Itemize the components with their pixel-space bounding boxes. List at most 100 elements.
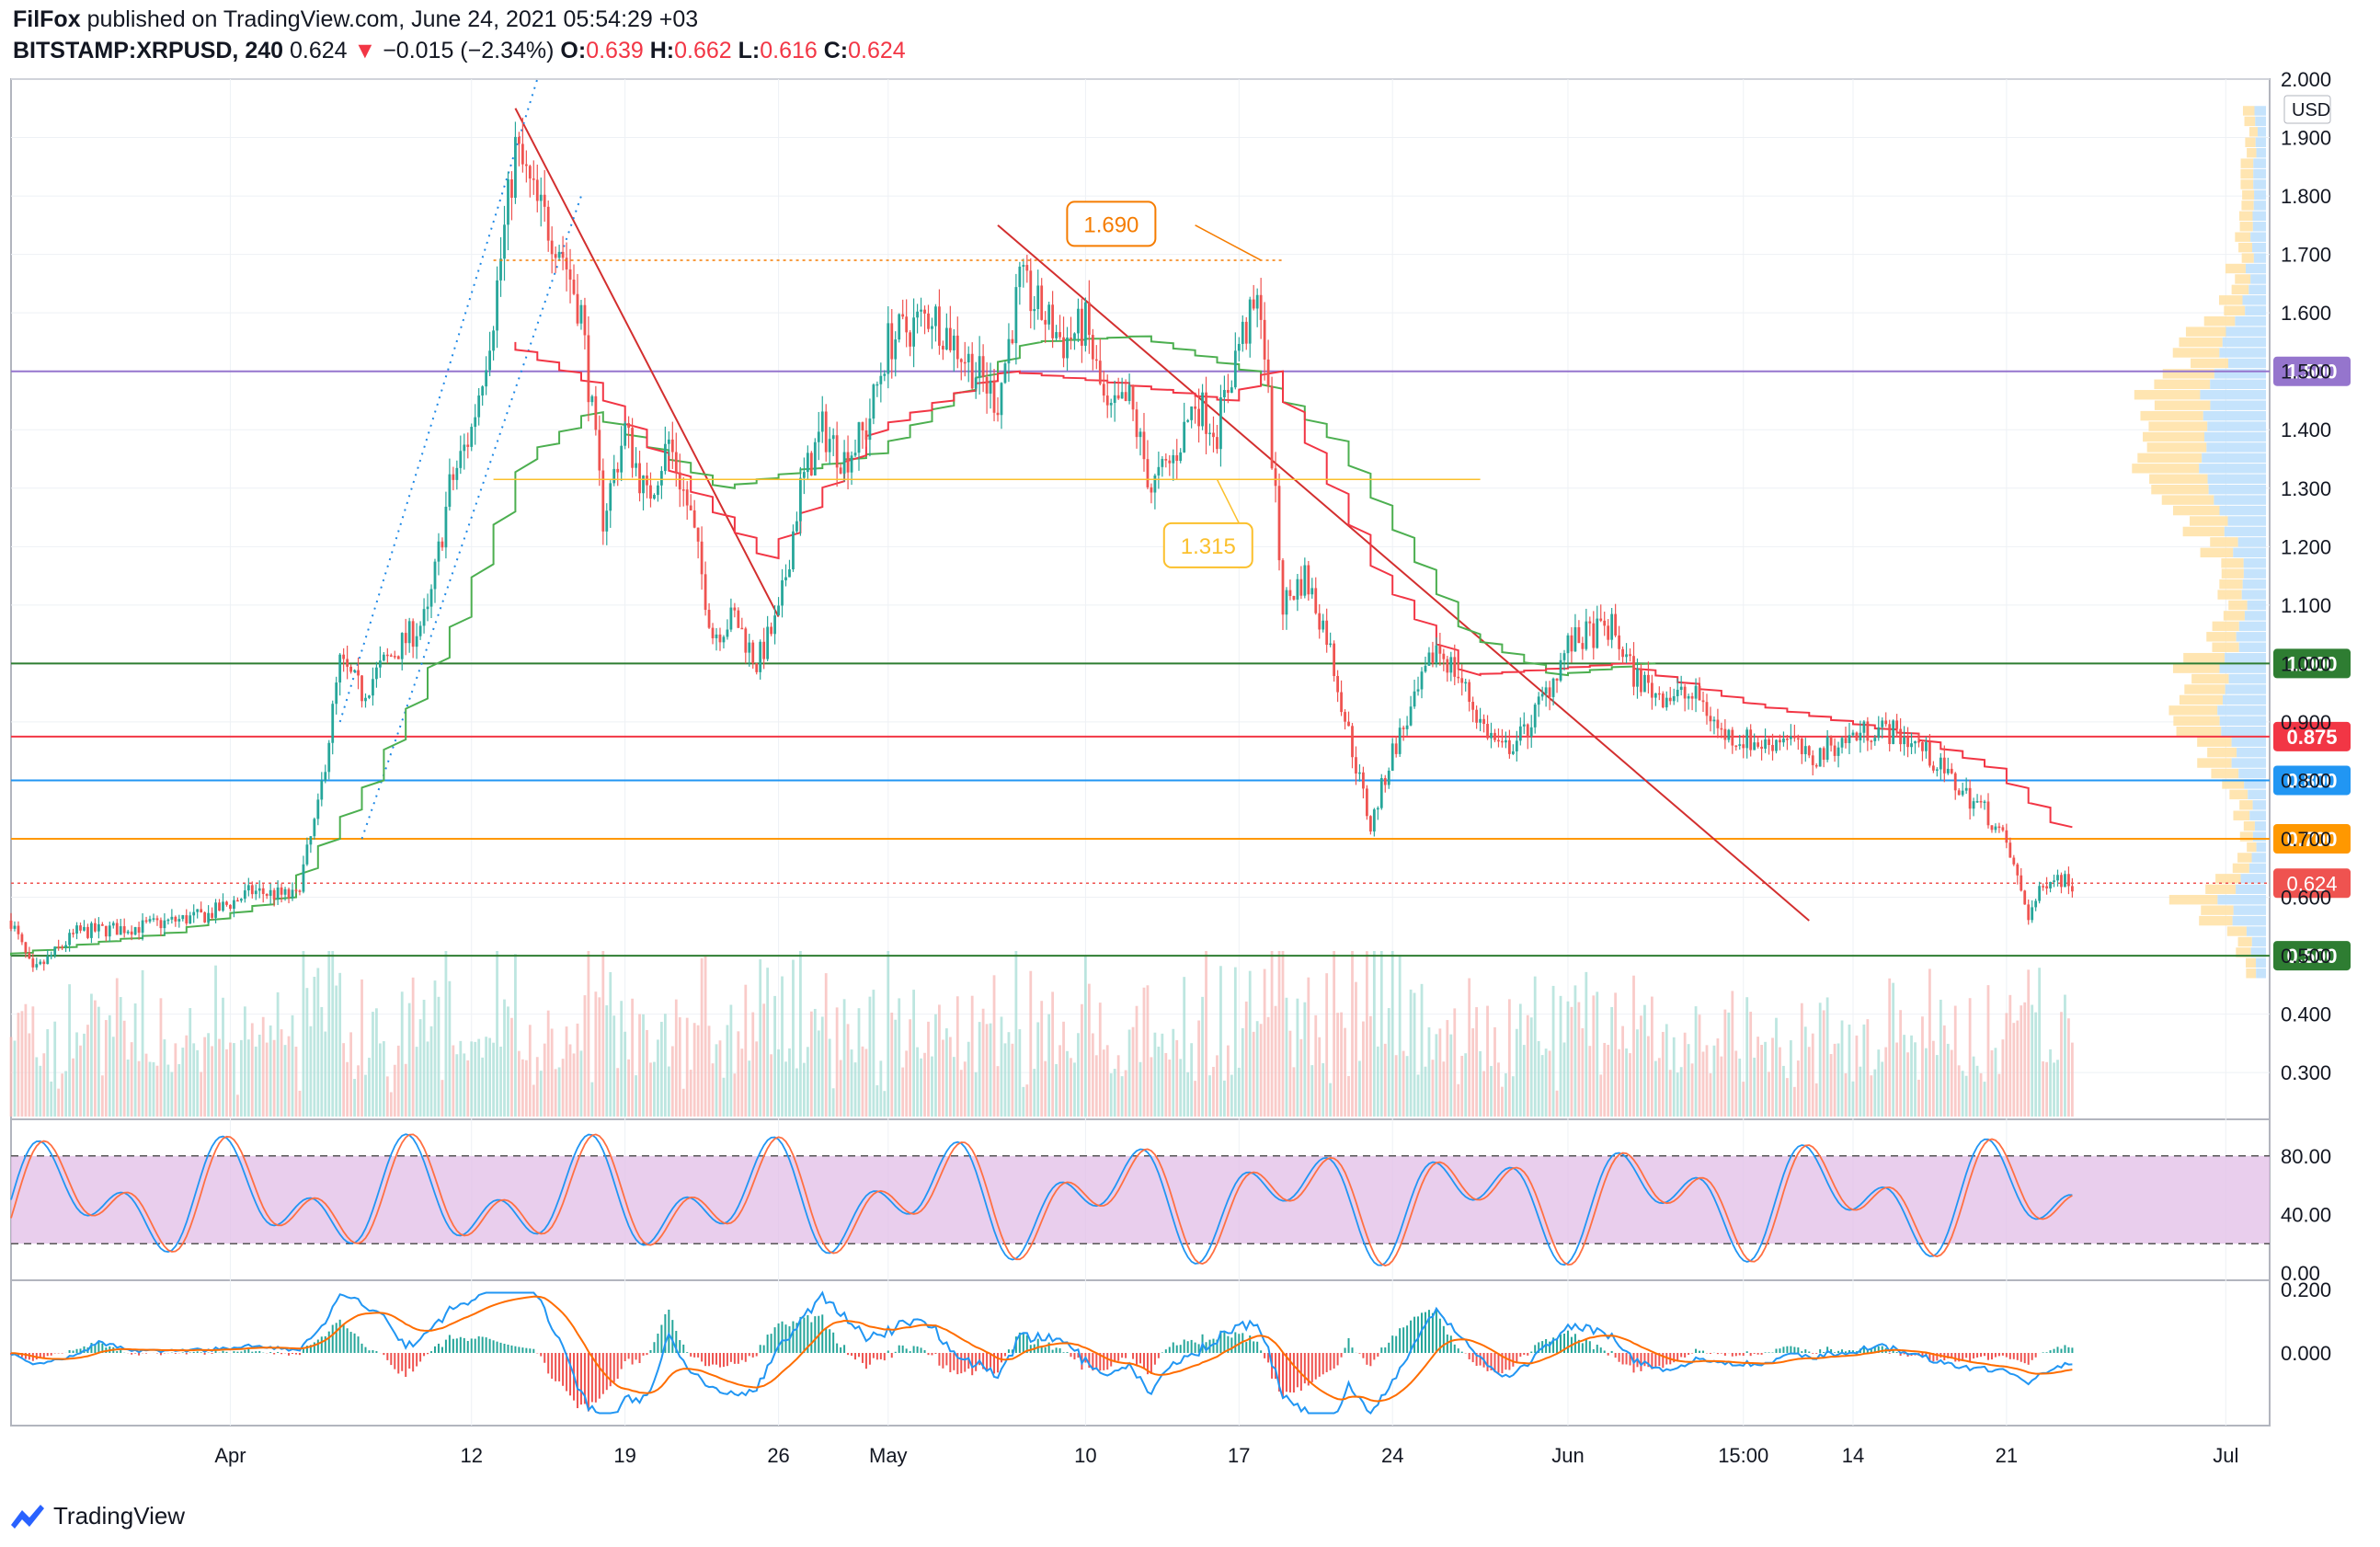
candle-body [389,655,393,657]
profile-bar-buy [2256,957,2266,968]
volume-bar [598,997,601,1117]
candle-body [521,143,524,165]
level-badge-0.500[interactable] [2273,941,2351,971]
candle-body [1738,744,1742,746]
candle-body [1749,729,1753,751]
level-badge-0.700[interactable] [2273,824,2351,854]
price-axis[interactable]: 0.3000.4000.5000.6000.7000.8000.9001.000… [2281,68,2331,1084]
macd-histogram-bar [61,1353,63,1354]
macd-histogram-bar [1051,1349,1054,1353]
volume-bar [444,951,448,1117]
volume-bar [229,1042,232,1117]
trendline-2[interactable] [338,78,539,723]
candle-body [64,945,68,948]
candle-body [1383,777,1387,785]
publisher-name[interactable]: FilFox [13,6,81,32]
volume-bar [1986,985,1990,1117]
candle-body [1073,333,1076,339]
macd-histogram-bar [488,1338,491,1353]
candle-body [1537,696,1540,705]
candle-body [1083,302,1087,346]
trendline-1[interactable] [997,224,1810,922]
profile-bar-sell [2137,453,2203,464]
volume-bar [1325,973,1329,1117]
macd-histogram-bar [1358,1353,1361,1354]
volume-bar [1102,1049,1105,1117]
candle-body [2023,890,2027,905]
macd-histogram-bar [1157,1353,1160,1358]
volume-bar [700,957,704,1117]
candle-body [1259,294,1263,320]
level-badge-1.000[interactable] [2273,648,2351,679]
profile-bar-buy [2252,800,2266,810]
time-axis[interactable]: Apr 12 19 26 May 10 17 24 Jun 15:00 14 21 Jul [214,1444,2238,1467]
candle-body [1197,408,1200,427]
macd-histogram-bar [1318,1353,1321,1377]
footer-brand[interactable]: TradingView [53,1501,186,1530]
macd-histogram-bar [1527,1353,1529,1356]
macd-histogram-bar [1640,1353,1642,1371]
profile-bar-sell [2215,874,2241,884]
level-label: 1.500 [2286,361,2337,384]
trendline-3[interactable] [360,195,582,840]
macd-histogram-bar [499,1342,502,1353]
macd-histogram-bar [1819,1349,1822,1353]
macd-histogram-bar [1011,1349,1013,1353]
macd-histogram-bar [1585,1338,1587,1353]
candle-body [518,136,521,144]
volume-bar [1150,1057,1153,1117]
candle-body [601,470,605,532]
macd-histogram-bar [1947,1353,1950,1358]
candle-body [320,780,324,800]
volume-bar [415,1047,418,1117]
volume-bar [393,1064,396,1117]
volume-bar [24,1003,28,1117]
level-badge-0.875[interactable] [2273,721,2351,751]
candle-body [1983,801,1986,804]
macd-histogram-bar [1241,1333,1244,1353]
candle-body [50,955,53,957]
profile-bar-sell [2179,337,2223,348]
candle-body [638,463,641,494]
macd-histogram-bar [1490,1353,1493,1370]
macd-histogram-bar [740,1353,743,1360]
macd-histogram-bar [1460,1351,1463,1353]
macd-histogram-bar [316,1339,319,1353]
volume-bar [294,1046,298,1117]
candle-body [20,934,24,943]
annotation-box[interactable] [1162,521,1253,568]
profile-bar-sell [2179,694,2223,705]
volume-bar [663,1014,667,1117]
macd-histogram-bar [759,1345,761,1353]
profile-bar-sell [2246,968,2257,979]
price-tick-label: 0.500 [2281,945,2331,968]
candle-body [1252,299,1255,309]
volume-bar [316,968,320,1117]
level-badge-0.800[interactable] [2273,765,2351,796]
volume-bar [572,1053,576,1117]
candle-body [748,642,751,653]
volume-bar [1727,1012,1731,1117]
candle-body [2049,881,2052,888]
volume-bar [1044,1060,1047,1117]
candle-body [1665,697,1668,708]
volume-bar [718,1040,722,1117]
candle-body [1840,738,1844,748]
volume-bar [1690,1063,1694,1117]
candle-body [948,327,952,350]
annotation-box[interactable] [1066,201,1157,247]
volume-bar [2027,969,2031,1117]
level-badge-1.500[interactable] [2273,356,2351,386]
profile-bar-sell [2168,895,2218,905]
macd-histogram-bar [1406,1325,1409,1353]
macd-histogram-bar [236,1351,239,1353]
tradingview-logo-icon[interactable] [9,1503,46,1529]
candle-body [1098,361,1102,384]
volume-bar [1333,951,1336,1117]
volume-bar [272,1039,276,1117]
candle-body [404,633,407,644]
macd-histogram-bar [1245,1342,1248,1353]
